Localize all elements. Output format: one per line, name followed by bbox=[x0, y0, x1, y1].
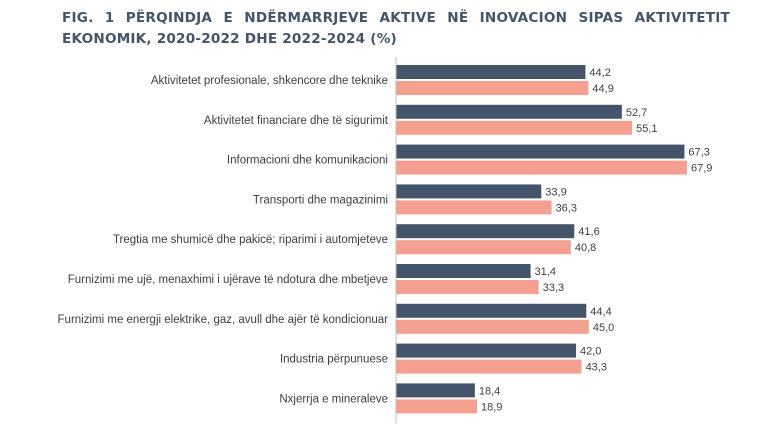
value-label: 18,9 bbox=[481, 401, 502, 413]
bar-series-2 bbox=[396, 81, 589, 95]
value-label: 43,3 bbox=[586, 362, 607, 374]
category-label: Tregtia me shumicë dhe pakicë; riparimi … bbox=[113, 234, 388, 246]
value-label: 42,0 bbox=[580, 346, 601, 358]
value-label: 44,4 bbox=[590, 306, 611, 318]
bar-series-1 bbox=[396, 184, 542, 199]
value-label: 33,3 bbox=[543, 282, 564, 294]
category-label: Industria përpunuese bbox=[280, 354, 388, 366]
category-label: Nxjerrja e mineraleve bbox=[279, 393, 388, 405]
value-label: 45,0 bbox=[593, 322, 614, 334]
bar-series-2 bbox=[396, 319, 589, 334]
value-label: 33,9 bbox=[545, 186, 566, 198]
category-label: Aktivitetet profesionale, shkencore dhe … bbox=[151, 75, 388, 87]
value-label: 55,1 bbox=[636, 123, 657, 135]
bar-series-1 bbox=[396, 144, 685, 159]
bar-series-2 bbox=[396, 399, 477, 414]
bar-series-1 bbox=[396, 65, 586, 79]
chart-title: FIG. 1 PËRQINDJA E NDËRMARRJEVE AKTIVE N… bbox=[62, 10, 730, 47]
value-label: 36,3 bbox=[556, 202, 577, 214]
value-label: 67,9 bbox=[691, 163, 712, 175]
bar-series-2 bbox=[396, 359, 582, 374]
value-label: 41,6 bbox=[578, 226, 599, 238]
value-label: 52,7 bbox=[626, 107, 647, 119]
bar-series-1 bbox=[396, 303, 587, 318]
value-label: 67,3 bbox=[688, 147, 709, 159]
category-label: Informacioni dhe komunikacioni bbox=[227, 155, 388, 167]
bar-series-2 bbox=[396, 280, 539, 294]
bar-series-2 bbox=[396, 200, 552, 215]
bar-series-2 bbox=[396, 240, 571, 255]
bar-series-1 bbox=[396, 264, 531, 278]
bar-series-1 bbox=[396, 343, 576, 358]
value-label: 44,2 bbox=[589, 67, 610, 79]
bar-series-1 bbox=[396, 224, 575, 239]
value-label: 40,8 bbox=[575, 242, 596, 254]
value-label: 31,4 bbox=[535, 266, 556, 278]
bar-series-1 bbox=[396, 383, 475, 398]
bar-series-1 bbox=[396, 104, 622, 119]
bar-series-2 bbox=[396, 120, 633, 135]
category-label: Transporti dhe magazinimi bbox=[253, 194, 388, 206]
bar-series-2 bbox=[396, 160, 687, 175]
category-label: Aktivitetet financiare dhe të sigurimit bbox=[204, 115, 389, 127]
category-label: Furnizimi me energji elektrike, gaz, avu… bbox=[58, 314, 389, 326]
category-label: Furnizimi me ujë, menaxhimi i ujërave të… bbox=[68, 274, 388, 286]
value-label: 18,4 bbox=[479, 385, 500, 397]
value-label: 44,9 bbox=[592, 83, 613, 95]
